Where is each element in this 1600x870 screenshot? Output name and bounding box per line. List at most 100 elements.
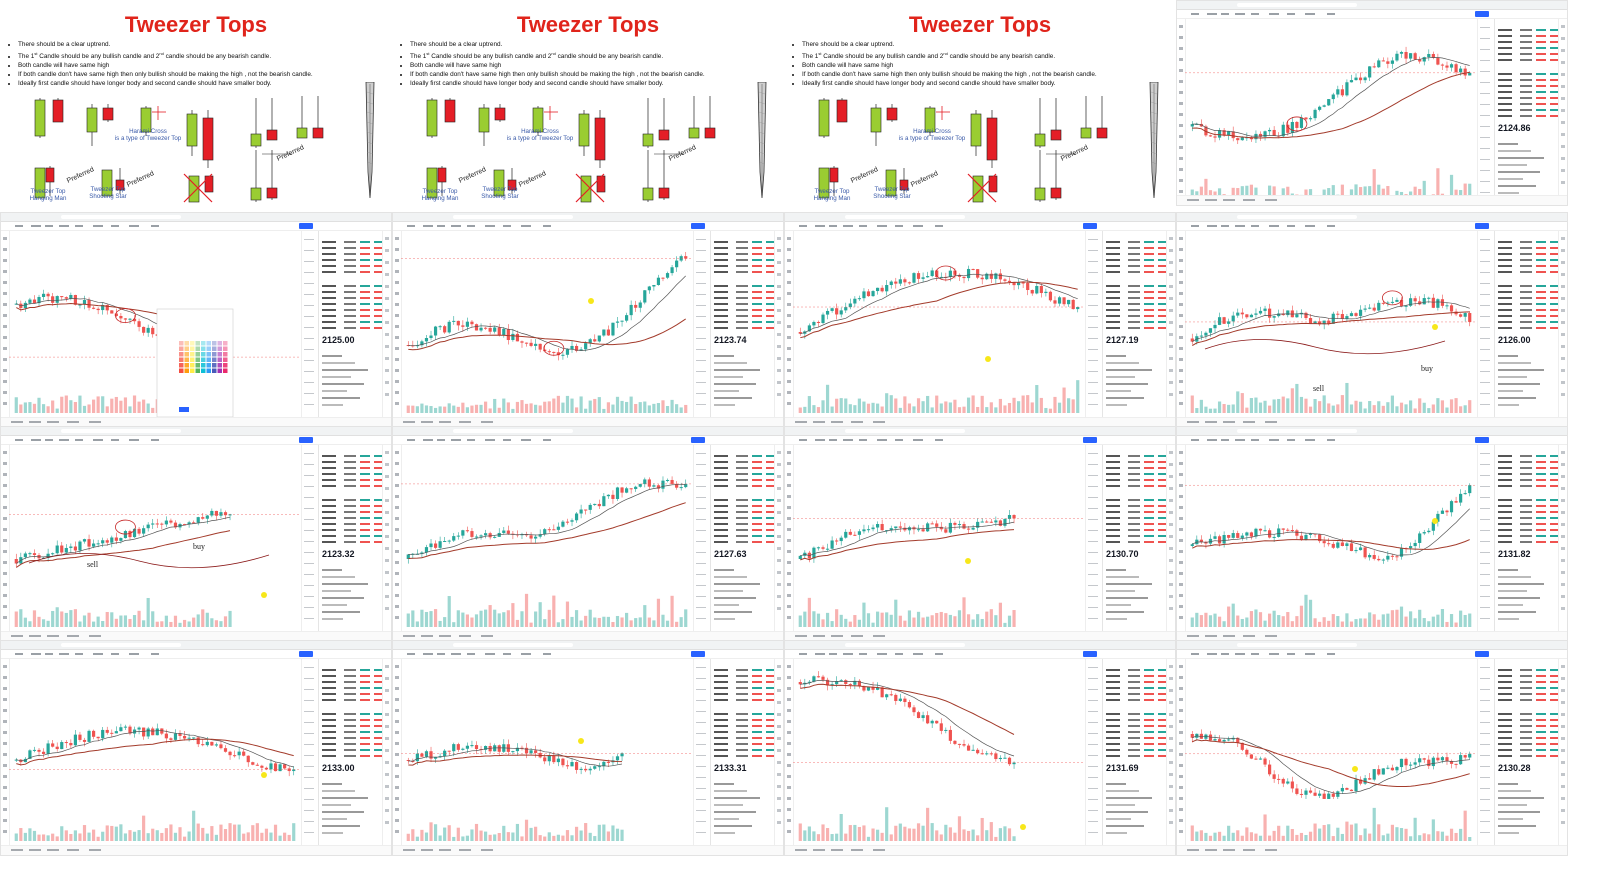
sidebar-tool-icon[interactable] — [1561, 249, 1565, 252]
drawing-tool-icon[interactable] — [395, 720, 399, 723]
sidebar-tool-icon[interactable] — [385, 393, 389, 396]
watchlist-row[interactable] — [1498, 511, 1559, 513]
watchlist-row[interactable] — [1106, 455, 1167, 457]
sidebar-tool-icon[interactable] — [1169, 285, 1173, 288]
url-field[interactable] — [453, 215, 573, 219]
drawing-tool-icon[interactable] — [3, 451, 7, 454]
watchlist-row[interactable] — [1106, 535, 1167, 537]
toolbar-item[interactable] — [521, 225, 531, 227]
bottom-tab[interactable] — [873, 421, 885, 423]
sidebar-tool-icon[interactable] — [1561, 145, 1565, 148]
toolbar-item[interactable] — [503, 653, 511, 655]
sidebar-tool-icon[interactable] — [1561, 97, 1565, 100]
toolbar-item[interactable] — [451, 653, 461, 655]
drawing-tool-icon[interactable] — [1179, 605, 1183, 608]
drawing-tool-icon[interactable] — [787, 709, 791, 712]
sidebar-tool-icon[interactable] — [1561, 169, 1565, 172]
toolbar-item[interactable] — [799, 225, 807, 227]
toolbar-item[interactable] — [799, 439, 807, 441]
publish-button[interactable] — [1475, 651, 1489, 657]
drawing-tool-icon[interactable] — [395, 506, 399, 509]
toolbar-item[interactable] — [1305, 653, 1315, 655]
toolbar-item[interactable] — [129, 439, 139, 441]
bottom-tab[interactable] — [1265, 199, 1277, 201]
drawing-tool-icon[interactable] — [787, 720, 791, 723]
drawing-tool-icon[interactable] — [787, 830, 791, 833]
drawing-tool-icon[interactable] — [3, 665, 7, 668]
toolbar-item[interactable] — [93, 653, 103, 655]
toolbar-item[interactable] — [543, 225, 551, 227]
sidebar-tool-icon[interactable] — [1561, 451, 1565, 454]
drawing-tool-icon[interactable] — [395, 462, 399, 465]
toolbar-item[interactable] — [1191, 653, 1199, 655]
drawing-tool-icon[interactable] — [1179, 742, 1183, 745]
sidebar-tool-icon[interactable] — [385, 297, 389, 300]
toolbar-item[interactable] — [1287, 225, 1295, 227]
sidebar-tool-icon[interactable] — [777, 749, 781, 752]
sidebar-tool-icon[interactable] — [385, 713, 389, 716]
watchlist-row[interactable] — [1498, 85, 1559, 87]
sidebar-tool-icon[interactable] — [1169, 737, 1173, 740]
sidebar-tool-icon[interactable] — [1169, 345, 1173, 348]
watchlist-row[interactable] — [1498, 467, 1559, 469]
sidebar-tool-icon[interactable] — [777, 571, 781, 574]
sidebar-tool-icon[interactable] — [777, 451, 781, 454]
bottom-tab[interactable] — [11, 849, 23, 851]
candlestick-chart[interactable] — [793, 659, 1085, 847]
drawing-tool-icon[interactable] — [3, 484, 7, 487]
drawing-tool-icon[interactable] — [395, 665, 399, 668]
drawing-tool-icon[interactable] — [787, 484, 791, 487]
bottom-tab[interactable] — [47, 635, 59, 637]
watchlist-row[interactable] — [1498, 315, 1559, 317]
sidebar-tool-icon[interactable] — [777, 393, 781, 396]
watchlist-row[interactable] — [1498, 755, 1559, 757]
drawing-tool-icon[interactable] — [787, 594, 791, 597]
watchlist-row[interactable] — [1106, 473, 1167, 475]
sidebar-tool-icon[interactable] — [777, 475, 781, 478]
sidebar-tool-icon[interactable] — [777, 285, 781, 288]
sidebar-tool-icon[interactable] — [385, 309, 389, 312]
drawing-tool-icon[interactable] — [3, 550, 7, 553]
sidebar-tool-icon[interactable] — [1561, 61, 1565, 64]
publish-button[interactable] — [1475, 11, 1489, 17]
bottom-tab[interactable] — [403, 635, 415, 637]
sidebar-tool-icon[interactable] — [777, 511, 781, 514]
drawing-tool-icon[interactable] — [787, 281, 791, 284]
watchlist-row[interactable] — [1498, 109, 1559, 111]
watchlist-row[interactable] — [1498, 259, 1559, 261]
bottom-tab[interactable] — [851, 421, 863, 423]
watchlist-row[interactable] — [322, 523, 383, 525]
drawing-tool-icon[interactable] — [3, 797, 7, 800]
toolbar-item[interactable] — [877, 653, 887, 655]
watchlist-row[interactable] — [1498, 505, 1559, 507]
sidebar-tool-icon[interactable] — [1169, 725, 1173, 728]
sidebar-tool-icon[interactable] — [1169, 821, 1173, 824]
toolbar-item[interactable] — [1207, 653, 1217, 655]
toolbar-item[interactable] — [407, 225, 415, 227]
bottom-tab[interactable] — [795, 635, 807, 637]
drawing-tool-icon[interactable] — [395, 709, 399, 712]
bottom-tab[interactable] — [481, 849, 493, 851]
toolbar-item[interactable] — [815, 439, 825, 441]
sidebar-tool-icon[interactable] — [1561, 547, 1565, 550]
drawing-tool-icon[interactable] — [1179, 303, 1183, 306]
candlestick-chart[interactable] — [793, 231, 1085, 419]
sidebar-tool-icon[interactable] — [1561, 381, 1565, 384]
drawing-tool-icon[interactable] — [787, 819, 791, 822]
sidebar-tool-icon[interactable] — [1169, 357, 1173, 360]
drawing-tool-icon[interactable] — [395, 281, 399, 284]
toolbar-item[interactable] — [467, 439, 475, 441]
toolbar-item[interactable] — [59, 439, 69, 441]
toolbar-item[interactable] — [1251, 225, 1259, 227]
drawing-tool-icon[interactable] — [3, 325, 7, 328]
sidebar-tool-icon[interactable] — [777, 381, 781, 384]
watchlist-row[interactable] — [1106, 755, 1167, 757]
drawing-tool-icon[interactable] — [3, 303, 7, 306]
drawing-tool-icon[interactable] — [787, 561, 791, 564]
watchlist-row[interactable] — [1106, 467, 1167, 469]
bottom-tab[interactable] — [67, 635, 79, 637]
sidebar-tool-icon[interactable] — [385, 571, 389, 574]
toolbar-item[interactable] — [15, 225, 23, 227]
sidebar-tool-icon[interactable] — [1561, 285, 1565, 288]
